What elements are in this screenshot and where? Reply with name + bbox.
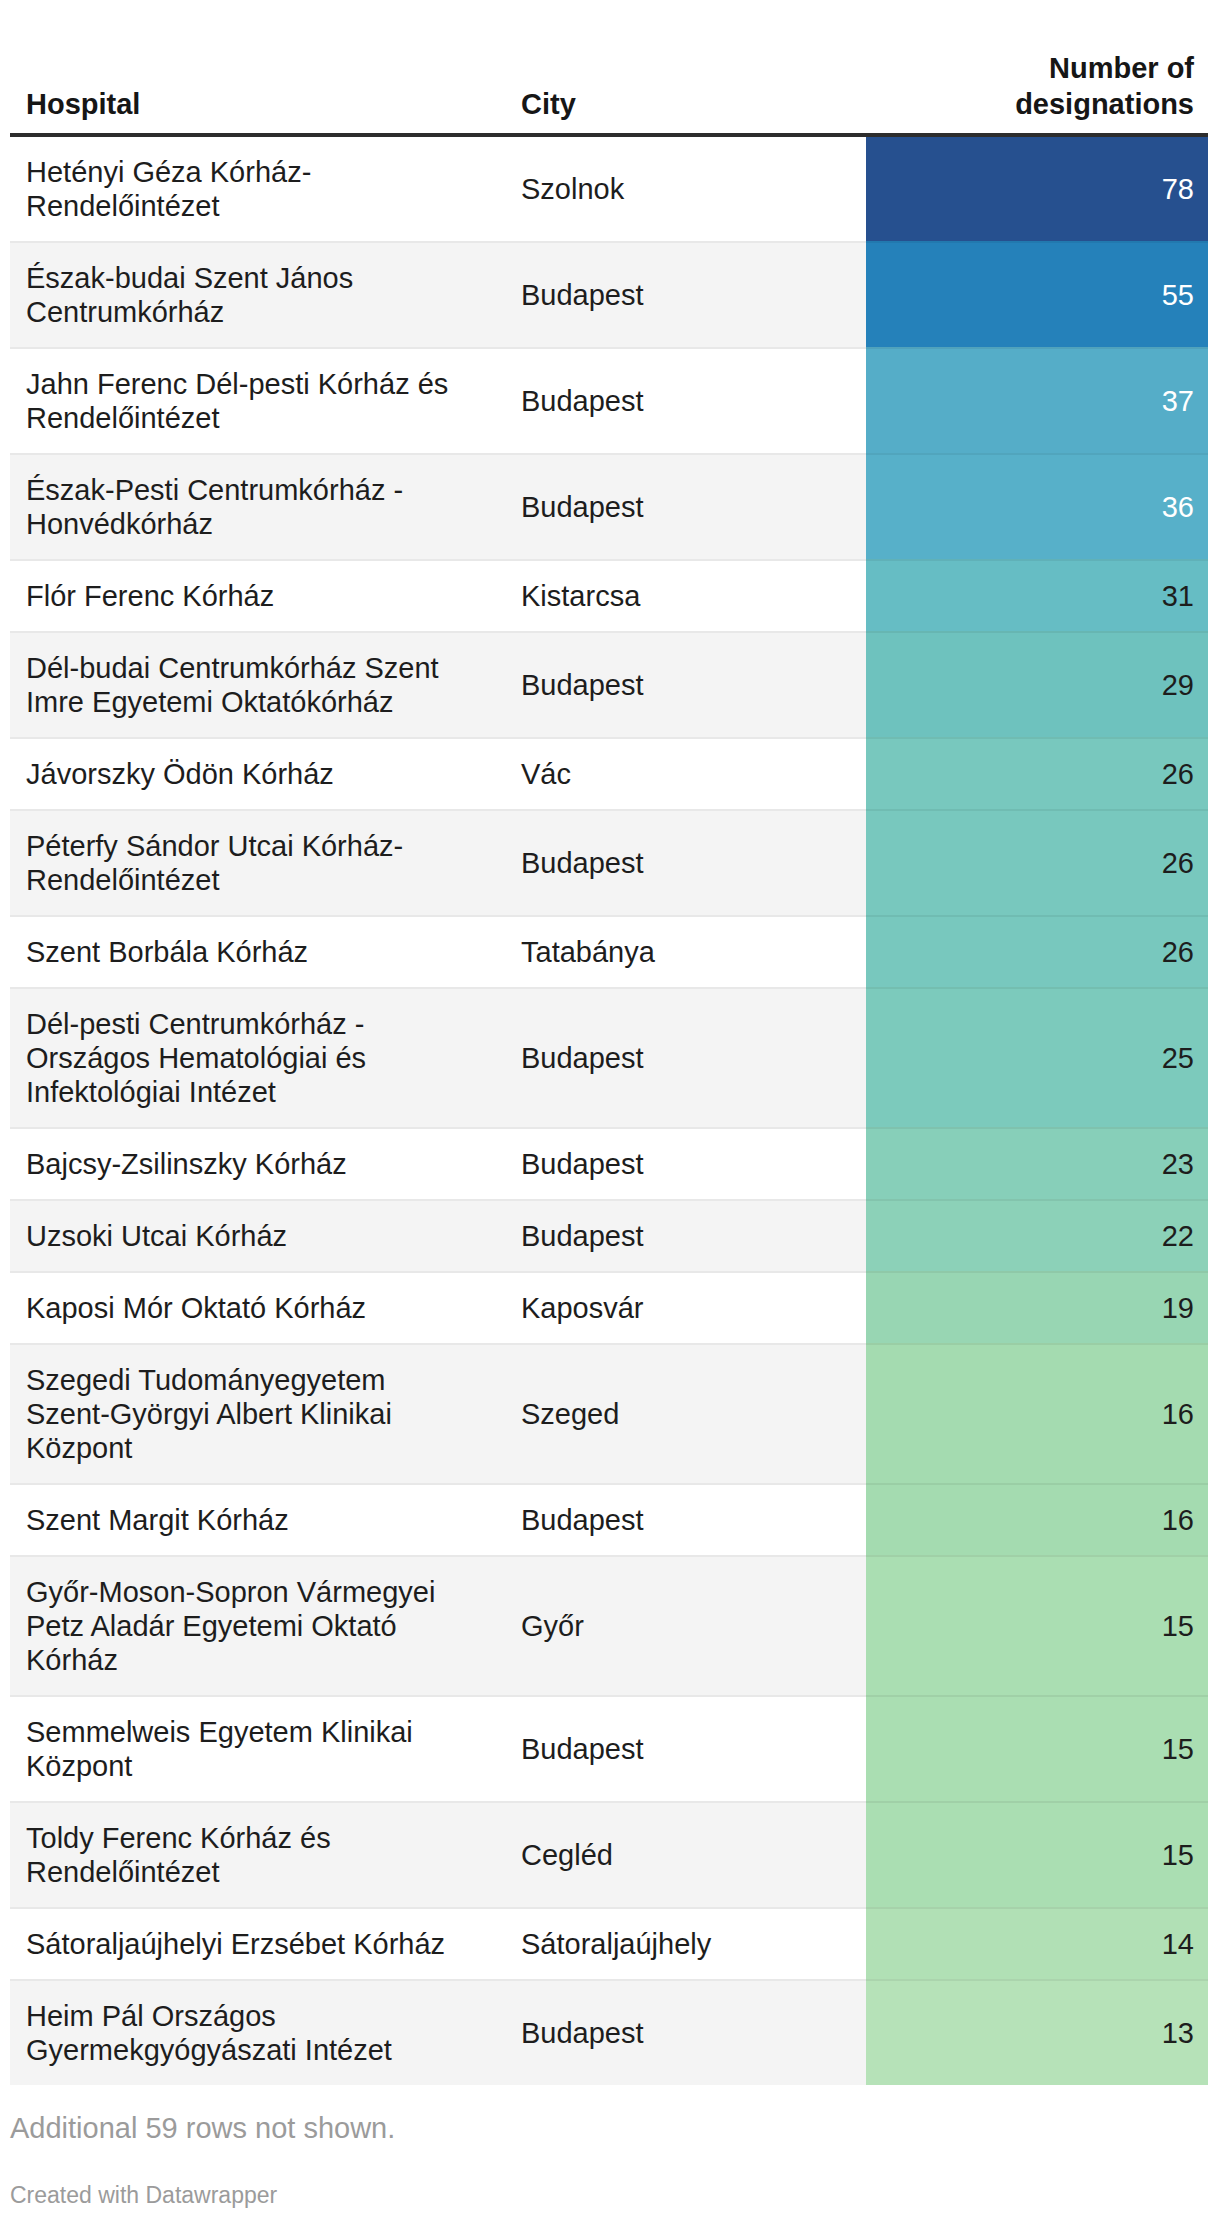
designations-cell: 26 — [866, 737, 1208, 809]
hospital-cell: Észak-Pesti Centrumkórház - Honvédkórház — [10, 453, 505, 559]
city-cell: Szolnok — [505, 137, 866, 241]
datawrapper-credit-link[interactable]: Created with Datawrapper — [10, 2181, 277, 2209]
hospital-cell: Semmelweis Egyetem Klinikai Központ — [10, 1695, 505, 1801]
table-row: Dél-pesti Centrumkórház - Országos Hemat… — [10, 987, 1208, 1127]
city-cell: Kistarcsa — [505, 559, 866, 631]
city-cell: Cegléd — [505, 1801, 866, 1907]
table-row: Flór Ferenc KórházKistarcsa31 — [10, 559, 1208, 631]
hospital-cell: Hetényi Géza Kórház-Rendelőintézet — [10, 137, 505, 241]
hospital-cell: Győr-Moson-Sopron Vármegyei Petz Aladár … — [10, 1555, 505, 1695]
table-row: Jávorszky Ödön KórházVác26 — [10, 737, 1208, 809]
table-row: Észak-Pesti Centrumkórház - Honvédkórház… — [10, 453, 1208, 559]
hospital-cell: Toldy Ferenc Kórház és Rendelőintézet — [10, 1801, 505, 1907]
city-cell: Budapest — [505, 1695, 866, 1801]
table-row: Péterfy Sándor Utcai Kórház-Rendelőintéz… — [10, 809, 1208, 915]
city-cell: Budapest — [505, 631, 866, 737]
designations-cell: 36 — [866, 453, 1208, 559]
rows-not-shown-note: Additional 59 rows not shown. — [10, 2111, 1208, 2145]
city-cell: Budapest — [505, 241, 866, 347]
designations-cell: 15 — [866, 1555, 1208, 1695]
hospital-column-header[interactable]: Hospital — [10, 86, 505, 122]
table-row: Sátoraljaújhelyi Erzsébet KórházSátoralj… — [10, 1907, 1208, 1979]
table-row: Győr-Moson-Sopron Vármegyei Petz Aladár … — [10, 1555, 1208, 1695]
table-row: Szent Borbála KórházTatabánya26 — [10, 915, 1208, 987]
table-row: Dél-budai Centrumkórház Szent Imre Egyet… — [10, 631, 1208, 737]
designations-cell: 13 — [866, 1979, 1208, 2085]
designations-cell: 78 — [866, 137, 1208, 241]
hospital-cell: Sátoraljaújhelyi Erzsébet Kórház — [10, 1907, 505, 1979]
city-cell: Budapest — [505, 1979, 866, 2085]
designations-cell: 25 — [866, 987, 1208, 1127]
city-cell: Tatabánya — [505, 915, 866, 987]
city-cell: Budapest — [505, 1199, 866, 1271]
hospital-cell: Észak-budai Szent János Centrumkórház — [10, 241, 505, 347]
designations-column-header[interactable]: Number of designations — [866, 50, 1208, 122]
hospital-cell: Uzsoki Utcai Kórház — [10, 1199, 505, 1271]
city-cell: Sátoraljaújhely — [505, 1907, 866, 1979]
hospital-cell: Dél-budai Centrumkórház Szent Imre Egyet… — [10, 631, 505, 737]
table-row: Heim Pál Országos Gyermekgyógyászati Int… — [10, 1979, 1208, 2085]
hospital-cell: Jávorszky Ödön Kórház — [10, 737, 505, 809]
city-cell: Győr — [505, 1555, 866, 1695]
table-row: Bajcsy-Zsilinszky KórházBudapest23 — [10, 1127, 1208, 1199]
city-cell: Budapest — [505, 1483, 866, 1555]
city-column-header-label: City — [521, 88, 576, 120]
designations-cell: 15 — [866, 1801, 1208, 1907]
hospital-cell: Heim Pál Országos Gyermekgyógyászati Int… — [10, 1979, 505, 2085]
designations-cell: 19 — [866, 1271, 1208, 1343]
table-row: Hetényi Géza Kórház-RendelőintézetSzolno… — [10, 137, 1208, 241]
city-cell: Budapest — [505, 347, 866, 453]
hospital-cell: Szent Margit Kórház — [10, 1483, 505, 1555]
city-column-header[interactable]: City — [505, 86, 866, 122]
designations-cell: 15 — [866, 1695, 1208, 1801]
city-cell: Budapest — [505, 1127, 866, 1199]
table-row: Szent Margit KórházBudapest16 — [10, 1483, 1208, 1555]
city-cell: Budapest — [505, 987, 866, 1127]
designations-cell: 29 — [866, 631, 1208, 737]
hospital-cell: Dél-pesti Centrumkórház - Országos Hemat… — [10, 987, 505, 1127]
hospital-column-header-label: Hospital — [26, 88, 140, 120]
hospital-cell: Flór Ferenc Kórház — [10, 559, 505, 631]
table-body: Hetényi Géza Kórház-RendelőintézetSzolno… — [10, 137, 1208, 2085]
city-cell: Kaposvár — [505, 1271, 866, 1343]
hospital-cell: Jahn Ferenc Dél-pesti Kórház és Rendelői… — [10, 347, 505, 453]
city-cell: Budapest — [505, 453, 866, 559]
designations-cell: 22 — [866, 1199, 1208, 1271]
designations-cell: 37 — [866, 347, 1208, 453]
designations-cell: 31 — [866, 559, 1208, 631]
hospital-cell: Szent Borbála Kórház — [10, 915, 505, 987]
city-cell: Szeged — [505, 1343, 866, 1483]
table-row: Semmelweis Egyetem Klinikai KözpontBudap… — [10, 1695, 1208, 1801]
hospital-cell: Bajcsy-Zsilinszky Kórház — [10, 1127, 505, 1199]
designations-cell: 16 — [866, 1343, 1208, 1483]
designations-cell: 23 — [866, 1127, 1208, 1199]
table-row: Szegedi Tudományegyetem Szent-Györgyi Al… — [10, 1343, 1208, 1483]
designations-column-header-label: Number of designations — [959, 50, 1194, 122]
table-header-row: Hospital City Number of designations — [10, 50, 1208, 137]
table-row: Észak-budai Szent János CentrumkórházBud… — [10, 241, 1208, 347]
designations-cell: 14 — [866, 1907, 1208, 1979]
city-cell: Budapest — [505, 809, 866, 915]
designations-cell: 55 — [866, 241, 1208, 347]
designations-cell: 26 — [866, 915, 1208, 987]
designations-cell: 26 — [866, 809, 1208, 915]
datawrapper-table-chart: Hospital City Number of designations Het… — [0, 0, 1220, 2209]
table-row: Kaposi Mór Oktató KórházKaposvár19 — [10, 1271, 1208, 1343]
city-cell: Vác — [505, 737, 866, 809]
table-row: Uzsoki Utcai KórházBudapest22 — [10, 1199, 1208, 1271]
hospital-cell: Szegedi Tudományegyetem Szent-Györgyi Al… — [10, 1343, 505, 1483]
table-row: Jahn Ferenc Dél-pesti Kórház és Rendelői… — [10, 347, 1208, 453]
designations-cell: 16 — [866, 1483, 1208, 1555]
table-row: Toldy Ferenc Kórház és RendelőintézetCeg… — [10, 1801, 1208, 1907]
hospital-cell: Kaposi Mór Oktató Kórház — [10, 1271, 505, 1343]
hospital-cell: Péterfy Sándor Utcai Kórház-Rendelőintéz… — [10, 809, 505, 915]
